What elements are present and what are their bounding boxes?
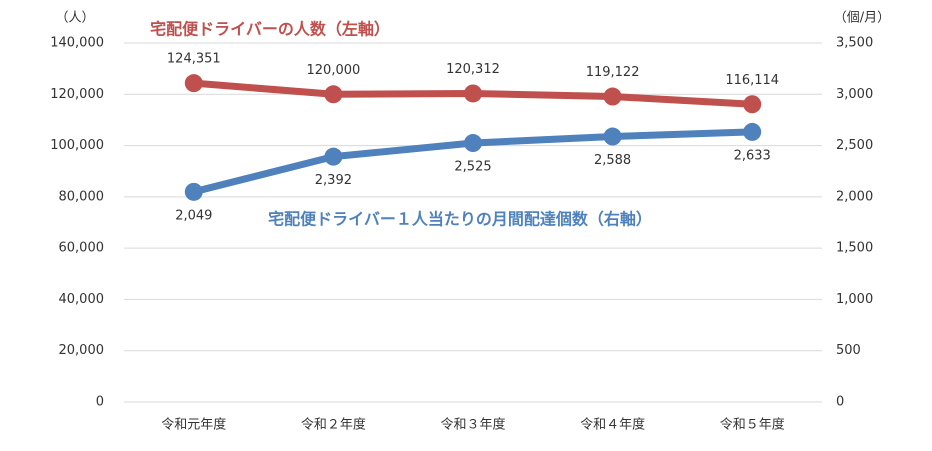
y-tick-label: 140,000 [50,36,104,51]
y-tick-label: 60,000 [59,241,105,256]
data-label: 120,000 [307,63,361,78]
y2-axis-unit: （個/月） [834,11,890,26]
x-tick-label: 令和２年度 [301,417,366,433]
y2-tick-label: 3,500 [836,36,873,51]
y-tick-label: 100,000 [50,138,104,153]
y-tick-label: 20,000 [59,343,105,358]
y-axis-unit: （人） [55,11,94,26]
x-tick-label: 令和３年度 [440,417,505,433]
data-label: 2,588 [594,153,631,168]
data-label: 2,392 [315,173,352,188]
x-tick-label: 令和４年度 [580,417,645,433]
data-label: 2,633 [734,148,771,163]
y2-tick-label: 500 [836,343,861,358]
y2-tick-label: 3,000 [836,87,873,102]
y2-tick-label: 1,000 [836,292,873,307]
x-tick-label: 令和元年度 [161,417,226,433]
y2-tick-label: 2,500 [836,138,873,153]
point [324,147,343,166]
data-label: 119,122 [586,65,640,80]
point [324,85,343,104]
data-label: 2,525 [454,160,491,175]
y2-tick-label: 2,000 [836,189,873,204]
y-tick-label: 120,000 [50,87,104,102]
y2-tick-label: 1,500 [836,241,873,256]
y2-tick-label: 0 [836,395,844,410]
y-tick-label: 40,000 [59,292,105,307]
point [603,127,622,146]
point [603,87,622,106]
data-label: 116,114 [725,73,779,88]
data-label: 124,351 [167,52,221,67]
point [464,84,482,103]
point [464,134,482,153]
point [743,95,762,114]
data-label: 2,049 [175,208,212,223]
series-name: 宅配便ドライバーの人数（左軸） [150,20,390,39]
x-tick-label: 令和５年度 [720,417,785,433]
y-tick-label: 0 [96,395,104,410]
y-tick-label: 80,000 [59,189,105,204]
point [184,182,203,201]
series-name: 宅配便ドライバー１人当たりの月間配達個数（右軸） [268,210,652,229]
data-label: 120,312 [446,62,500,77]
point [184,74,203,93]
point [743,122,762,141]
